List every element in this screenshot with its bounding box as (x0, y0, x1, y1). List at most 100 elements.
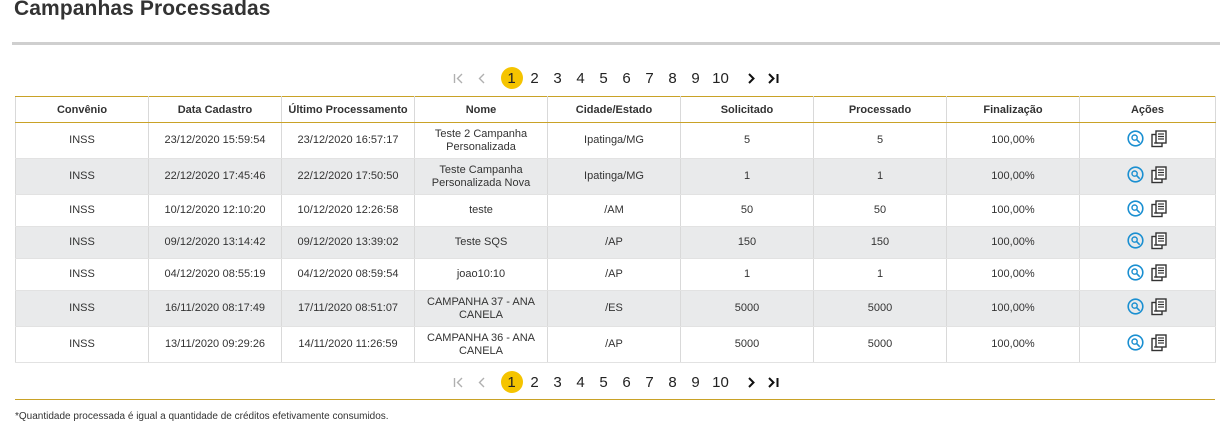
page-button-6[interactable]: 6 (622, 69, 631, 87)
cell-acoes (1079, 158, 1216, 195)
cell-data-cadastro: 04/12/2020 08:55:19 (148, 258, 282, 291)
cell-nome: CAMPANHA 36 - ANA CANELA (414, 326, 548, 363)
cell-solicitado: 1 (680, 158, 814, 195)
cell-ultimo-processamento: 23/12/2020 16:57:17 (281, 122, 415, 159)
table-row: INSS 09/12/2020 13:14:42 09/12/2020 13:39:… (15, 226, 1216, 259)
cell-acoes (1079, 226, 1216, 259)
column-header-ultimo-processamento[interactable]: Último Processamento (281, 96, 415, 123)
column-header-acoes: Ações (1079, 96, 1216, 123)
report-icon[interactable] (1149, 231, 1169, 251)
cell-cidade-estado: /AM (547, 194, 681, 227)
cell-finalizacao: 100,00% (946, 158, 1080, 195)
footnote: *Quantidade processada é igual a quantid… (15, 411, 389, 422)
page-button-3[interactable]: 3 (553, 373, 562, 391)
table-row: INSS 22/12/2020 17:45:46 22/12/2020 17:50:… (15, 158, 1216, 195)
first-page-icon[interactable] (448, 371, 470, 393)
table-row: INSS 23/12/2020 15:59:54 23/12/2020 16:57:… (15, 122, 1216, 159)
next-page-icon[interactable] (740, 371, 762, 393)
report-icon[interactable] (1149, 297, 1169, 317)
cell-finalizacao: 100,00% (946, 326, 1080, 363)
page-button-3[interactable]: 3 (553, 69, 562, 87)
magnifier-icon[interactable] (1126, 297, 1146, 317)
title-divider (12, 42, 1220, 45)
cell-processado: 5000 (813, 326, 947, 363)
page-button-8[interactable]: 8 (668, 373, 677, 391)
cell-ultimo-processamento: 14/11/2020 11:26:59 (281, 326, 415, 363)
cell-solicitado: 5000 (680, 290, 814, 327)
page-button-4[interactable]: 4 (576, 69, 585, 87)
page-button-7[interactable]: 7 (645, 373, 654, 391)
prev-page-icon[interactable] (470, 67, 492, 89)
page-button-5[interactable]: 5 (599, 69, 608, 87)
cell-acoes (1079, 258, 1216, 291)
page-button-1[interactable]: 1 (500, 67, 523, 89)
last-page-icon[interactable] (762, 67, 784, 89)
cell-finalizacao: 100,00% (946, 290, 1080, 327)
magnifier-icon[interactable] (1126, 199, 1146, 219)
report-icon[interactable] (1149, 129, 1169, 149)
table-row: INSS 16/11/2020 08:17:49 17/11/2020 08:51:… (15, 290, 1216, 327)
cell-acoes (1079, 122, 1216, 159)
cell-ultimo-processamento: 10/12/2020 12:26:58 (281, 194, 415, 227)
first-page-icon[interactable] (448, 67, 470, 89)
column-header-solicitado[interactable]: Solicitado (680, 96, 814, 123)
cell-cidade-estado: /AP (547, 226, 681, 259)
cell-ultimo-processamento: 04/12/2020 08:59:54 (281, 258, 415, 291)
report-icon[interactable] (1149, 199, 1169, 219)
cell-nome: joao10:10 (414, 258, 548, 291)
page-button-1[interactable]: 1 (500, 371, 523, 393)
page-button-5[interactable]: 5 (599, 373, 608, 391)
prev-page-icon[interactable] (470, 371, 492, 393)
next-page-icon[interactable] (740, 67, 762, 89)
page-button-6[interactable]: 6 (622, 373, 631, 391)
campaigns-table: Convênio Data Cadastro Último Processame… (15, 96, 1216, 363)
cell-cidade-estado: /AP (547, 326, 681, 363)
cell-finalizacao: 100,00% (946, 122, 1080, 159)
magnifier-icon[interactable] (1126, 263, 1146, 283)
column-header-nome[interactable]: Nome (414, 96, 548, 123)
cell-solicitado: 150 (680, 226, 814, 259)
cell-convenio: INSS (15, 158, 149, 195)
table-header-row: Convênio Data Cadastro Último Processame… (15, 96, 1216, 123)
page-button-10[interactable]: 10 (712, 373, 729, 391)
cell-solicitado: 5 (680, 122, 814, 159)
page-button-9[interactable]: 9 (691, 373, 700, 391)
cell-cidade-estado: /AP (547, 258, 681, 291)
magnifier-icon[interactable] (1126, 231, 1146, 251)
page-title: Campanhas Processadas (14, 0, 271, 20)
cell-nome: Teste Campanha Personalizada Nova (414, 158, 548, 195)
cell-nome: Teste 2 Campanha Personalizada (414, 122, 548, 159)
page-button-8[interactable]: 8 (668, 69, 677, 87)
page-button-4[interactable]: 4 (576, 373, 585, 391)
cell-data-cadastro: 10/12/2020 12:10:20 (148, 194, 282, 227)
page-button-2[interactable]: 2 (530, 69, 539, 87)
page-button-2[interactable]: 2 (530, 373, 539, 391)
report-icon[interactable] (1149, 263, 1169, 283)
cell-processado: 50 (813, 194, 947, 227)
page-button-10[interactable]: 10 (712, 69, 729, 87)
report-icon[interactable] (1149, 333, 1169, 353)
page-button-7[interactable]: 7 (645, 69, 654, 87)
page-button-9[interactable]: 9 (691, 69, 700, 87)
column-header-convenio[interactable]: Convênio (15, 96, 149, 123)
column-header-data-cadastro[interactable]: Data Cadastro (148, 96, 282, 123)
table-row: INSS 04/12/2020 08:55:19 04/12/2020 08:59:… (15, 258, 1216, 291)
cell-cidade-estado: Ipatinga/MG (547, 122, 681, 159)
column-header-finalizacao[interactable]: Finalização (946, 96, 1080, 123)
magnifier-icon[interactable] (1126, 333, 1146, 353)
cell-ultimo-processamento: 17/11/2020 08:51:07 (281, 290, 415, 327)
magnifier-icon[interactable] (1126, 165, 1146, 185)
cell-data-cadastro: 09/12/2020 13:14:42 (148, 226, 282, 259)
cell-convenio: INSS (15, 226, 149, 259)
column-header-processado[interactable]: Processado (813, 96, 947, 123)
magnifier-icon[interactable] (1126, 129, 1146, 149)
cell-data-cadastro: 13/11/2020 09:29:26 (148, 326, 282, 363)
cell-finalizacao: 100,00% (946, 194, 1080, 227)
report-icon[interactable] (1149, 165, 1169, 185)
last-page-icon[interactable] (762, 371, 784, 393)
table-bottom-divider (15, 399, 1215, 400)
pagination-bottom: 1 2 3 4 5 6 7 8 9 10 (0, 370, 1232, 394)
cell-data-cadastro: 16/11/2020 08:17:49 (148, 290, 282, 327)
column-header-cidade-estado[interactable]: Cidade/Estado (547, 96, 681, 123)
cell-solicitado: 50 (680, 194, 814, 227)
